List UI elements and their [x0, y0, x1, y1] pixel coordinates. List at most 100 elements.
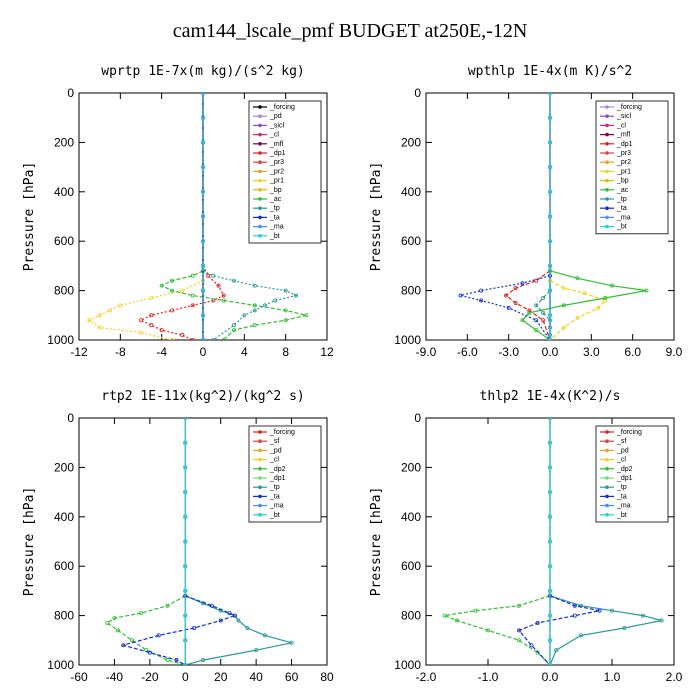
- legend-marker: [605, 105, 609, 109]
- y-tick-label: 0: [67, 86, 74, 100]
- y-tick-label: 800: [54, 609, 74, 623]
- y-tick-label: 200: [54, 135, 74, 149]
- legend-marker: [258, 448, 262, 453]
- series-point: [262, 303, 267, 308]
- legend-marker: [605, 494, 609, 499]
- x-tick-label: -1.0: [478, 670, 499, 684]
- legend-marker: [258, 206, 262, 210]
- series-point: [304, 313, 309, 318]
- legend-marker: [605, 485, 609, 490]
- panel-1: wprtp 1E-7x(m kg)/(s^2 kg) Pressure [hPa]…: [22, 64, 334, 359]
- legend-entry: _forcing: [616, 429, 642, 436]
- series-point: [582, 291, 587, 296]
- series-point: [579, 633, 584, 638]
- legend-entry: _ma: [616, 503, 631, 510]
- series-point: [527, 308, 532, 313]
- series-point: [534, 318, 539, 323]
- legend-entry: _cl: [616, 122, 626, 129]
- series-point: [479, 298, 484, 303]
- legend-marker: [605, 513, 609, 517]
- legend-entry: _pr1: [616, 168, 631, 175]
- legend-marker: [258, 439, 262, 444]
- legend-marker: [258, 215, 262, 220]
- legend-marker: [605, 430, 609, 434]
- series-point: [183, 490, 188, 495]
- x-tick-label: 20: [214, 670, 228, 684]
- series-point: [659, 618, 664, 623]
- legend-entry: _bt: [269, 233, 280, 240]
- legend-marker: [258, 485, 262, 490]
- series-point: [513, 300, 518, 305]
- series-point: [254, 648, 259, 653]
- legend-entry: _forcing: [616, 104, 642, 111]
- series-point: [289, 640, 294, 645]
- legend-marker: [605, 224, 609, 229]
- legend-entry: _ta: [616, 205, 627, 212]
- series-point: [138, 318, 143, 323]
- legend-entry: _ac: [269, 196, 282, 203]
- series-point: [293, 293, 298, 298]
- legend-entry: _tp: [269, 484, 280, 491]
- legend-entry: _pr2: [269, 168, 284, 175]
- series-point: [644, 288, 649, 293]
- series-point: [548, 440, 553, 445]
- series-point: [548, 189, 553, 194]
- x-tick-label: -6.0: [457, 345, 478, 359]
- legend-marker: [605, 439, 609, 444]
- legend-marker: [605, 503, 609, 508]
- series-point: [548, 663, 552, 665]
- series-point: [211, 338, 216, 340]
- legend-entry: _dp2: [269, 466, 286, 473]
- legend-entry: _sf: [616, 438, 626, 445]
- series-line-dp2: [442, 595, 551, 665]
- series-point: [273, 298, 278, 303]
- series-point: [232, 613, 237, 618]
- series-point: [200, 288, 205, 293]
- series-point: [641, 613, 646, 618]
- legend-entry: _bt: [269, 512, 280, 519]
- series-point: [97, 313, 102, 318]
- x-tick-label: 6.0: [624, 345, 641, 359]
- series-point: [561, 286, 566, 291]
- legend-entry: _mfl: [616, 132, 631, 139]
- y-axis-label: Pressure [hPa]: [369, 162, 384, 272]
- panel-title: wprtp 1E-7x(m kg)/(s^2 kg): [101, 64, 305, 79]
- series-point: [473, 608, 478, 613]
- series-point: [221, 298, 226, 303]
- series-line-dp1: [504, 270, 551, 340]
- series-group: [442, 418, 664, 665]
- series-point: [529, 643, 534, 648]
- legend-marker: [258, 114, 262, 118]
- series-point: [190, 338, 195, 340]
- series-point: [200, 658, 205, 663]
- series-point: [149, 323, 154, 328]
- series-group: [105, 418, 294, 665]
- series-point: [506, 305, 511, 310]
- series-point: [201, 93, 205, 95]
- series-point: [183, 613, 188, 618]
- legend-entry: _tp: [269, 205, 280, 212]
- series-point: [561, 325, 566, 330]
- series-point: [138, 330, 143, 335]
- legend-marker: [258, 494, 262, 499]
- legend-marker: [258, 467, 262, 471]
- series-point: [572, 603, 577, 608]
- series-point: [200, 214, 205, 219]
- series-point: [541, 310, 546, 315]
- legend-marker: [258, 513, 262, 517]
- series-line-pr1: [549, 280, 607, 340]
- x-tick-label: 12: [320, 345, 334, 359]
- series-point: [192, 625, 197, 630]
- series-point: [180, 333, 185, 338]
- y-tick-label: 200: [54, 460, 74, 474]
- legend-entry: _bp: [269, 187, 282, 194]
- series-point: [548, 564, 553, 569]
- x-tick-label: -60: [70, 670, 88, 684]
- series-point: [130, 638, 135, 643]
- series-point: [548, 613, 553, 618]
- series-point: [115, 628, 120, 633]
- series-point: [183, 638, 188, 643]
- series-line-ac: [160, 270, 307, 340]
- series-point: [156, 633, 161, 638]
- series-point: [572, 613, 577, 618]
